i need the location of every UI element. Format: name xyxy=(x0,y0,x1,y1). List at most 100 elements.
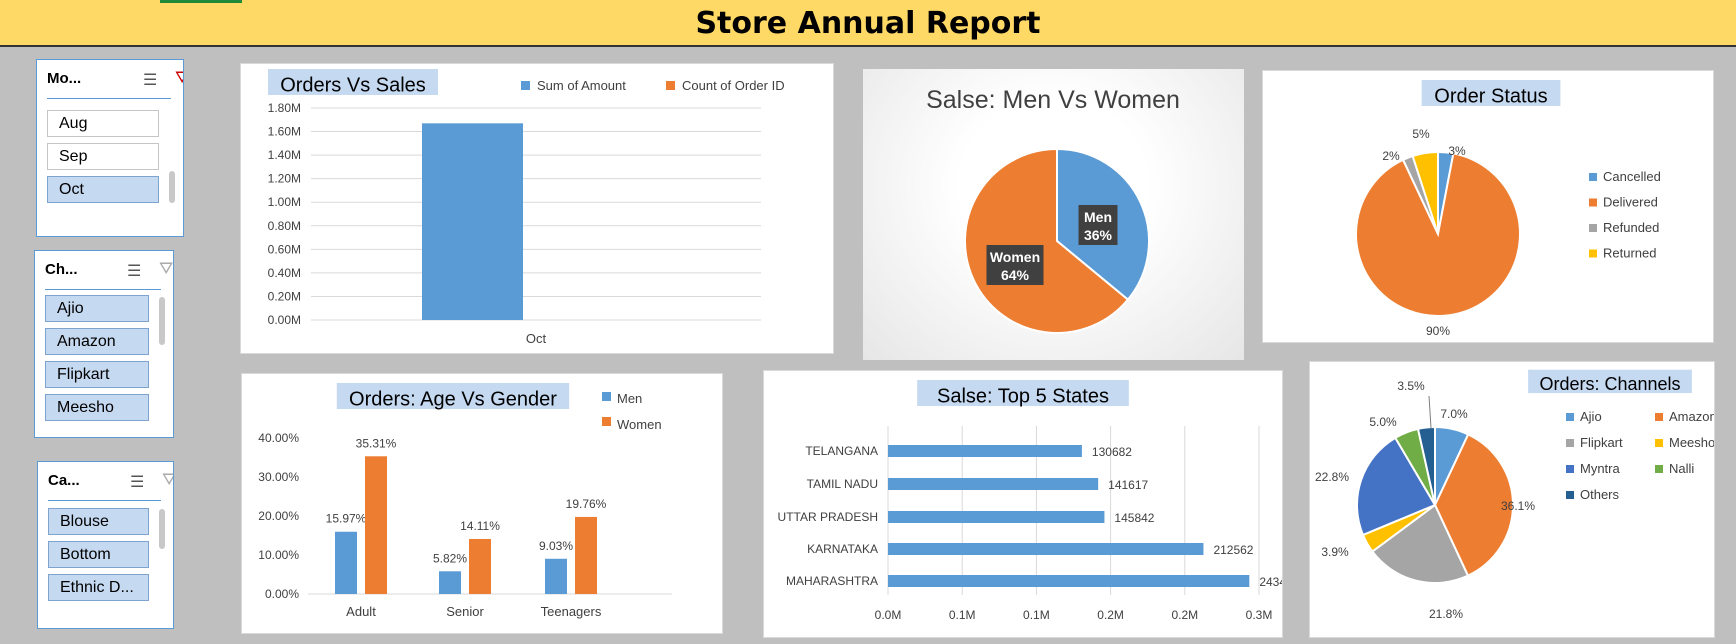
bar-tamil-nadu[interactable] xyxy=(888,478,1099,490)
y-tick-label: 0.40M xyxy=(268,266,301,280)
legend-meesho: Meesho xyxy=(1669,435,1715,450)
data-label-maharashtra: 243478 xyxy=(1259,575,1283,589)
chart-title: Salse: Men Vs Women xyxy=(926,86,1180,114)
orders-channels-slice-amazon[interactable] xyxy=(1433,433,1514,578)
y-tick-label: 40.00% xyxy=(258,431,299,445)
order-status-slice-delivered[interactable] xyxy=(1355,152,1521,317)
data-label-bg-women xyxy=(986,245,1044,285)
slicer-header: Ca... xyxy=(48,472,80,489)
orders-channels-slice-flipkart[interactable] xyxy=(1370,503,1470,584)
top-5-states-chart: Salse: Top 5 States 0.0M 0.1M 0.1M 0.2M 0.2M 0… xyxy=(778,380,1283,622)
data-label-men-adult: 15.97% xyxy=(326,512,367,526)
y-tick-label: 0.00% xyxy=(265,587,299,601)
slicer-0[interactable]: Mo... ☰ ⛛ Aug Sep Oct xyxy=(36,59,184,237)
legend-count-of-order-id: Count of Order ID xyxy=(682,78,785,93)
multi-select-icon[interactable]: ☰ xyxy=(130,474,145,491)
order-status-panel[interactable]: Order Status 3% 90% 2% 5% Cancelled Delivered R… xyxy=(1262,70,1714,343)
legend-delivered: Delivered xyxy=(1603,195,1658,210)
slicer-item-meesho[interactable]: Meesho xyxy=(45,394,149,421)
chart-title: Orders: Channels xyxy=(1539,374,1680,394)
legend-refunded: Refunded xyxy=(1603,220,1659,235)
data-label-name-men: Men xyxy=(1084,209,1112,225)
order-status-slice-returned[interactable] xyxy=(1411,150,1439,235)
top-5-states-panel[interactable]: Salse: Top 5 States 0.0M 0.1M 0.1M 0.2M 0.2M 0… xyxy=(763,370,1283,638)
x-tick-label: 0.0M xyxy=(875,608,902,622)
bar-uttar-pradesh[interactable] xyxy=(888,511,1105,523)
orders-channels-slice-others[interactable] xyxy=(1416,425,1436,506)
x-tick-label: Teenagers xyxy=(541,604,602,619)
bar-karnataka[interactable] xyxy=(888,543,1204,555)
slicer-2[interactable]: Ca... ☰ ⛛ Blouse Bottom Ethnic D... xyxy=(37,461,174,629)
slicer-item-oct[interactable]: Oct xyxy=(47,176,159,203)
clear-filter-icon[interactable]: ⛛ xyxy=(162,470,173,490)
multi-select-icon[interactable]: ☰ xyxy=(143,72,158,89)
orders-channels-chart: Orders: Channels 7.0% 36.1% 21.8% 3.9% 22.8% 5… xyxy=(1315,369,1715,621)
men-vs-women-panel[interactable]: Salse: Men Vs Women Men 36% Women 64% xyxy=(863,69,1244,360)
data-label-amazon: 36.1% xyxy=(1501,499,1535,513)
data-label-returned: 5% xyxy=(1412,127,1430,141)
y-tick-label: 0.60M xyxy=(268,242,301,256)
bar-telangana[interactable] xyxy=(888,445,1082,457)
bar-women-teenagers[interactable] xyxy=(575,516,597,594)
bar-maharashtra[interactable] xyxy=(888,575,1250,587)
slicer-item-sep[interactable]: Sep xyxy=(47,143,159,170)
orders-vs-sales-panel[interactable]: Orders Vs Sales Sum of Amount Count of Ord… xyxy=(240,63,834,354)
slicer-divider xyxy=(45,289,161,290)
bar-men-senior[interactable] xyxy=(439,571,461,594)
data-label-telangana: 130682 xyxy=(1092,445,1132,459)
legend-men: Men xyxy=(617,391,642,406)
slicer-1[interactable]: Ch... ☰ ⛛ Ajio Amazon Flipkart Meesho xyxy=(34,250,174,438)
y-tick-label: 0.20M xyxy=(268,289,301,303)
chart-title-bg xyxy=(917,380,1129,406)
y-tick-label: 1.80M xyxy=(268,101,301,115)
y-tick-label: 0.00M xyxy=(268,313,301,327)
chart-title: Salse: Top 5 States xyxy=(937,386,1109,408)
legend-swatch-cancelled xyxy=(1589,173,1597,181)
clear-filter-icon[interactable]: ⛛ xyxy=(159,259,174,278)
data-label-uttar-pradesh: 145842 xyxy=(1114,511,1154,525)
slicer-header: Mo... xyxy=(47,70,82,87)
bar-sum-of-amount-oct[interactable] xyxy=(422,123,523,320)
slicer-item-blouse[interactable]: Blouse xyxy=(48,508,149,535)
data-label-delivered: 90% xyxy=(1426,324,1450,338)
bar-men-teenagers[interactable] xyxy=(545,558,567,594)
slicer-divider xyxy=(48,500,161,501)
bar-men-adult[interactable] xyxy=(335,531,357,594)
legend-ajio: Ajio xyxy=(1580,409,1602,424)
bar-women-adult[interactable] xyxy=(365,456,387,594)
slicer-scrollbar[interactable] xyxy=(159,297,165,345)
orders-channels-panel[interactable]: Orders: Channels 7.0% 36.1% 21.8% 3.9% 22.8% 5… xyxy=(1309,361,1715,638)
age-vs-gender-panel[interactable]: Orders: Age Vs Gender Men Women 0.00% 10.00%… xyxy=(241,373,723,634)
y-tick-label: 20.00% xyxy=(258,509,299,523)
slicer-scrollbar[interactable] xyxy=(159,509,165,549)
y-tick-label-tamil-nadu: TAMIL NADU xyxy=(807,477,878,491)
legend-myntra: Myntra xyxy=(1580,461,1621,476)
multi-select-icon[interactable]: ☰ xyxy=(127,263,142,280)
men-vs-women-slice-women[interactable] xyxy=(964,147,1130,334)
legend-swatch-women xyxy=(602,417,611,426)
y-tick-label-karnataka: KARNATAKA xyxy=(807,542,878,556)
report-title: Store Annual Report xyxy=(695,6,1041,41)
data-label-women-senior: 14.11% xyxy=(460,519,500,533)
slicer-item-ajio[interactable]: Ajio xyxy=(45,295,149,322)
data-label-men-senior: 5.82% xyxy=(433,551,467,565)
legend-women: Women xyxy=(617,417,662,432)
slicer-item-flipkart[interactable]: Flipkart xyxy=(45,361,149,388)
slicer-item-aug[interactable]: Aug xyxy=(47,110,159,137)
slicer-item-amazon[interactable]: Amazon xyxy=(45,328,149,355)
slicer-divider xyxy=(47,98,171,99)
y-tick-label: 0.80M xyxy=(268,219,301,233)
slicer-item-ethnic-d[interactable]: Ethnic D... xyxy=(48,574,149,601)
x-tick-label: 0.2M xyxy=(1097,608,1124,622)
clear-filter-icon[interactable]: ⛛ xyxy=(175,68,183,88)
data-label-meesho: 3.9% xyxy=(1321,545,1349,559)
legend-swatch-myntra xyxy=(1566,465,1574,473)
bar-women-senior[interactable] xyxy=(469,538,491,594)
legend-swatch-meesho xyxy=(1655,439,1663,447)
chart-title-bg xyxy=(1528,369,1692,394)
orders-channels-slice-myntra[interactable] xyxy=(1356,436,1437,537)
slicer-scrollbar[interactable] xyxy=(169,171,175,203)
legend-swatch-count-of-order-id xyxy=(666,81,675,90)
x-tick-label: Oct xyxy=(526,331,547,346)
slicer-item-bottom[interactable]: Bottom xyxy=(48,541,149,568)
